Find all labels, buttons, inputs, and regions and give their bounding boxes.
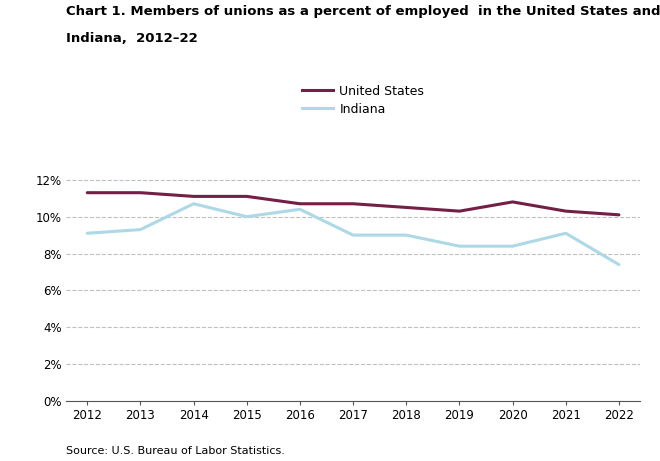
Text: Source: U.S. Bureau of Labor Statistics.: Source: U.S. Bureau of Labor Statistics. — [66, 446, 285, 456]
Text: Indiana,  2012–22: Indiana, 2012–22 — [66, 32, 198, 45]
Text: Chart 1. Members of unions as a percent of employed  in the United States and: Chart 1. Members of unions as a percent … — [66, 5, 660, 18]
Legend: United States, Indiana: United States, Indiana — [302, 85, 424, 116]
